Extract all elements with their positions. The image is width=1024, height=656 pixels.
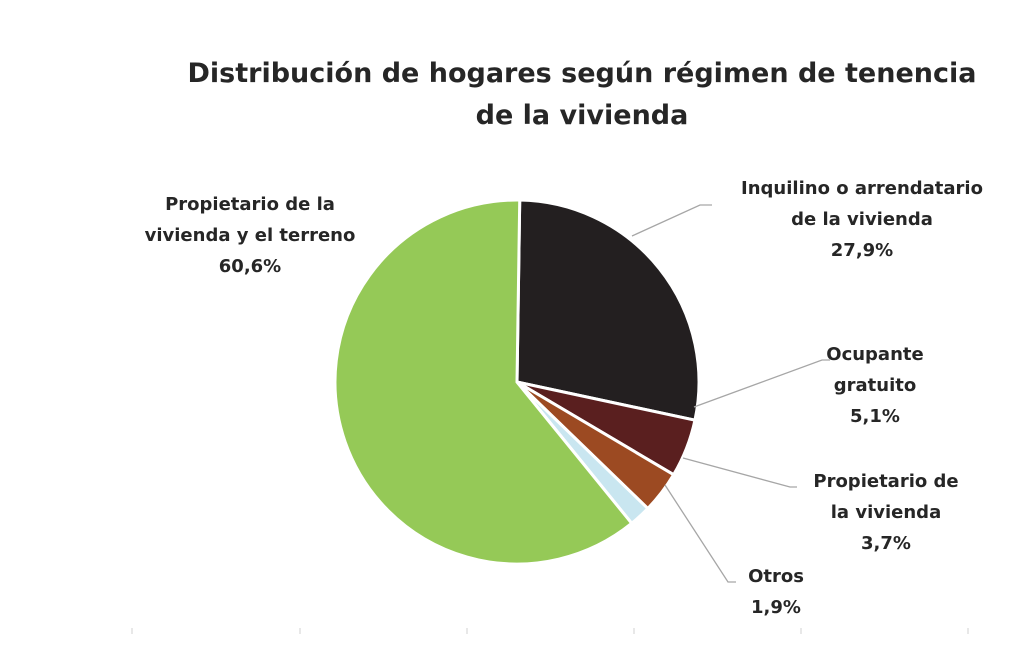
chart-title-line-1: Distribución de hogares según régimen de… xyxy=(188,58,977,89)
data-label-text-0: de la vivienda xyxy=(791,209,933,230)
data-label-text-1: gratuito xyxy=(834,375,916,396)
leader-lines xyxy=(631,204,830,583)
data-label-value-4: 60,6% xyxy=(219,256,281,277)
data-label-text-2: Propietario de xyxy=(813,471,958,492)
pie-slices xyxy=(333,198,701,566)
data-label-text-0: Inquilino o arrendatario xyxy=(741,178,983,199)
data-label-text-2: la vivienda xyxy=(831,502,941,523)
leader-line-0 xyxy=(631,204,712,237)
leader-line-3 xyxy=(664,484,736,583)
pie-slice-0 xyxy=(515,198,701,422)
data-label-value-0: 27,9% xyxy=(831,240,893,261)
chart-title-line-2: de la vivienda xyxy=(476,100,689,131)
data-label-value-3: 1,9% xyxy=(751,597,801,618)
data-labels: Inquilino o arrendatario de la vivienda 27… xyxy=(145,178,983,618)
data-label-value-2: 3,7% xyxy=(861,533,911,554)
axis-ticks xyxy=(131,628,969,634)
leader-line-2 xyxy=(682,457,797,488)
data-label-value-1: 5,1% xyxy=(850,406,900,427)
leader-line-1 xyxy=(693,359,830,408)
data-label-text-1: Ocupante xyxy=(826,344,923,365)
pie-slice-4 xyxy=(333,198,634,566)
data-label-text-4: vivienda y el terreno xyxy=(145,225,356,246)
data-label-text-4: Propietario de la xyxy=(165,194,335,215)
data-label-text-3: Otros xyxy=(748,566,804,587)
